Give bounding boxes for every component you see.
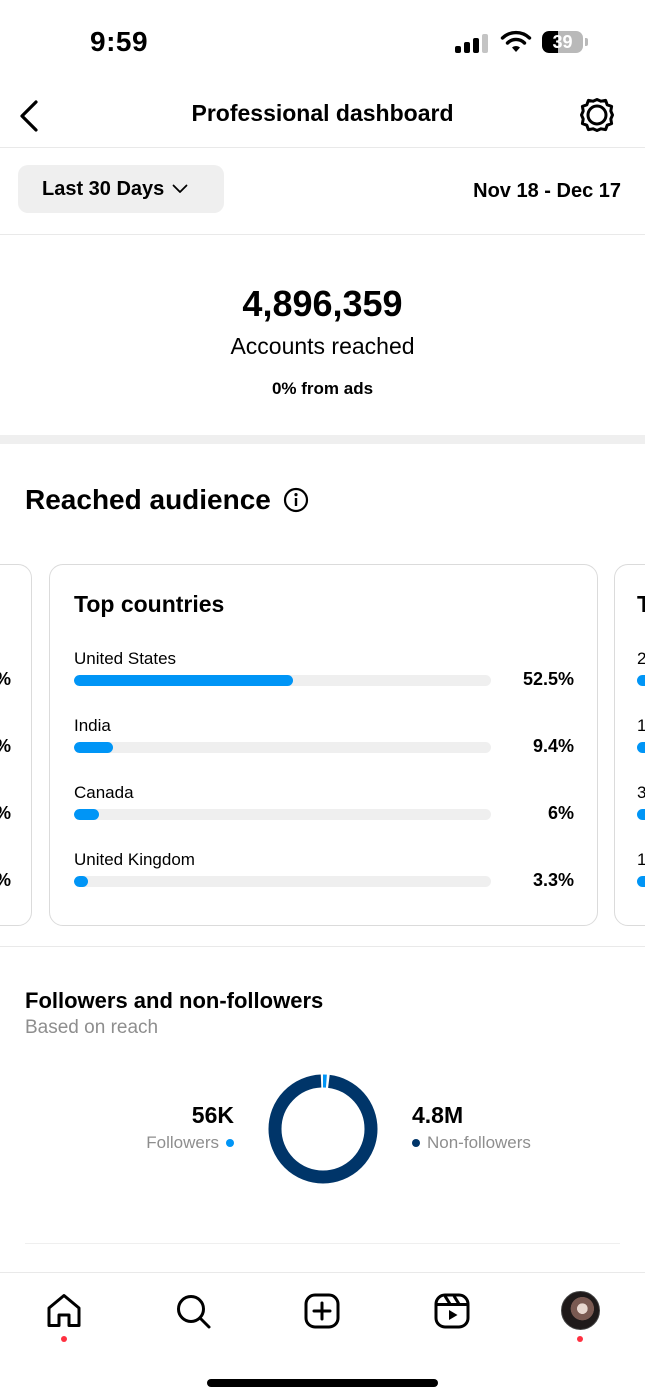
peek-bar [637,809,645,820]
country-percent: 6% [547,803,574,823]
followers-label: Followers [146,1133,219,1152]
country-percent: 52.5% [522,669,574,689]
country-name: United Kingdom [74,850,195,869]
reels-icon[interactable] [432,1291,472,1331]
accounts-reached-summary[interactable]: 4,896,359 Accounts reached 0% from ads [0,235,645,435]
date-range-text: Nov 18 - Dec 17 [473,180,621,202]
country-row: India 9.4% [74,716,574,760]
country-bar-track [74,876,491,887]
date-range-label: Last 30 Days [42,177,165,200]
ads-percentage: 0% from ads [271,379,374,398]
section-divider [0,946,645,947]
followers-section-subtitle: Based on reach [25,1017,159,1038]
non-followers-label: Non-followers [427,1133,531,1152]
audience-card-previous[interactable]: % % % % [0,564,32,926]
country-row: Canada 6% [74,783,574,827]
reached-audience-title: Reached audience [25,484,271,515]
peek-bar [637,675,645,686]
date-filter-row: Last 30 Days Nov 18 - Dec 17 [0,148,645,235]
info-icon[interactable] [283,487,309,513]
country-percent: 3.3% [532,870,574,890]
peek-percent: % [0,736,11,757]
country-name: India [74,716,111,735]
country-bar-fill [74,809,100,820]
followers-donut-chart [268,1074,378,1184]
profile-notification-dot [577,1336,583,1342]
status-time: 9:59 [90,26,149,57]
section-divider [25,1243,620,1244]
home-notification-dot [61,1336,67,1342]
peek-bar [637,876,645,887]
date-range-dropdown[interactable]: Last 30 Days [18,165,224,213]
donut-segment-followers [268,1074,378,1184]
peek-percent: % [0,870,11,891]
profile-avatar[interactable] [561,1291,600,1330]
country-name: United States [74,649,177,668]
battery-percent: 39 [552,32,573,52]
settings-gear-icon[interactable] [578,96,616,134]
country-bar-track [74,742,491,753]
peek-percent: % [0,669,11,690]
non-followers-value: 4.8M [412,1102,464,1128]
peek-label: 1 [637,716,645,736]
search-icon[interactable] [173,1291,213,1331]
wifi-icon [500,30,532,52]
battery-level [542,31,558,53]
followers-section-title: Followers and non-followers [25,988,324,1013]
country-bar-fill [74,876,88,887]
accounts-reached-count: 4,896,359 [242,283,403,324]
country-bar-track [74,675,491,686]
status-bar: 9:59 39 [0,0,645,86]
peek-label: 3 [637,783,645,803]
page-title: Professional dashboard [191,100,454,126]
accounts-reached-label: Accounts reached [230,333,415,359]
section-separator [0,435,645,444]
bottom-navigation [0,1272,645,1398]
followers-legend-dot [226,1139,234,1147]
peek-bar [637,742,645,753]
signal-icon [455,33,491,53]
create-icon[interactable] [302,1291,342,1331]
followers-value: 56K [191,1102,234,1128]
peek-card-title: T [637,591,645,618]
audience-card-next[interactable]: T 2 1 3 1 [614,564,645,926]
country-percent: 9.4% [532,736,574,756]
reached-audience-heading: Reached audience [25,484,309,516]
donut-segment-non-followers [268,1074,378,1184]
followers-stat: 56K Followers [100,1102,234,1153]
country-bar-track [74,809,491,820]
card-title: Top countries [74,591,225,617]
battery-icon: 39 [542,31,588,53]
non-followers-legend-dot [412,1139,420,1147]
non-followers-stat: 4.8M Non-followers [412,1102,612,1153]
country-bar-fill [74,742,114,753]
country-row: United Kingdom 3.3% [74,850,574,894]
country-name: Canada [74,783,134,802]
peek-percent: % [0,803,11,824]
peek-label: 1 [637,850,645,870]
top-countries-card[interactable]: Top countries United States 52.5% India … [49,564,598,926]
top-header: Professional dashboard [0,86,645,148]
home-icon[interactable] [44,1291,84,1331]
country-row: United States 52.5% [74,649,574,693]
chevron-down-icon [172,184,188,193]
peek-label: 2 [637,649,645,669]
home-indicator [207,1379,438,1387]
country-bar-fill [74,675,293,686]
chevron-left-icon[interactable] [14,94,46,138]
